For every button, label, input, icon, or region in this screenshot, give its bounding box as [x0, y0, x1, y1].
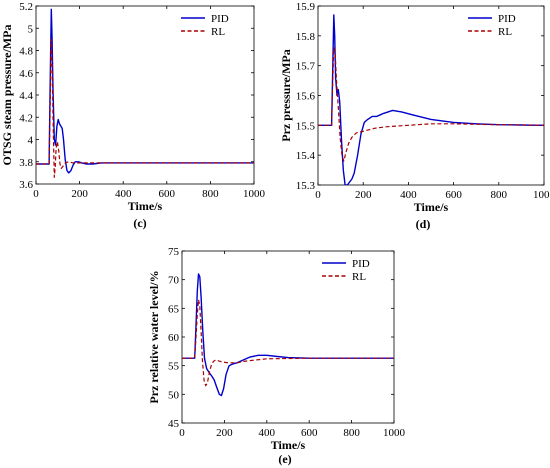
y-tick-label: 15.3: [296, 180, 316, 192]
series-line-pid: [182, 273, 394, 397]
x-tick-label: 0: [179, 427, 185, 439]
x-axis-label: Time/s: [414, 200, 449, 214]
y-tick-label: 3.8: [19, 157, 33, 169]
legend-label-pid: PID: [498, 13, 516, 25]
y-axis-label: Prz relative water level/%: [147, 270, 161, 403]
x-axis-label: Time/s: [271, 438, 306, 452]
y-tick-label: 70: [168, 275, 180, 287]
x-tick-label: 600: [301, 427, 318, 439]
y-tick-label: 45: [168, 418, 180, 430]
y-tick-label: 60: [168, 332, 180, 344]
y-axis-label: OTSG steam pressure/MPa: [0, 25, 14, 166]
x-tick-label: 600: [159, 188, 176, 200]
series-line-rl: [36, 38, 254, 178]
y-tick-label: 4.4: [19, 90, 33, 102]
x-tick-label: 200: [216, 427, 233, 439]
x-tick-label: 800: [343, 427, 360, 439]
y-tick-label: 75: [168, 246, 180, 258]
y-tick-label: 15.8: [296, 31, 316, 43]
series-line-rl: [182, 299, 394, 387]
series-line-rl: [318, 47, 544, 162]
x-tick-label: 800: [491, 189, 508, 201]
x-axis-label: Time/s: [128, 199, 163, 213]
y-tick-label: 50: [168, 389, 180, 401]
y-tick-label: 5: [28, 23, 34, 35]
x-tick-label: 0: [33, 188, 39, 200]
x-tick-label: 400: [115, 188, 132, 200]
y-tick-label: 15.5: [296, 120, 316, 132]
x-tick-label: 600: [445, 189, 462, 201]
y-axis-label: Prz pressure/MPa: [279, 49, 293, 142]
legend-label-rl: RL: [498, 26, 512, 38]
y-tick-label: 4: [28, 135, 34, 147]
x-tick-label: 1000: [243, 188, 266, 200]
y-tick-label: 65: [168, 303, 180, 315]
y-tick-label: 4.6: [19, 68, 33, 80]
legend-label-rl: RL: [352, 271, 366, 283]
panel-caption: (c): [133, 216, 146, 230]
chart-1: 0 200 400 600 800 1000 3.6 3.8 4 4.2 4.4 4.6 4.8 5 5.2…: [0, 1, 266, 230]
x-tick-label: 1000: [533, 189, 550, 201]
panel-caption: (e): [278, 452, 291, 466]
x-tick-label: 400: [259, 427, 276, 439]
x-tick-label: 200: [71, 188, 88, 200]
chart-2: 0 200 400 600 800 1000 15.3 15.4 15.5 15.6 15.7 15.…: [279, 1, 550, 231]
y-tick-label: 4.2: [19, 112, 33, 124]
y-tick-label: 55: [168, 361, 180, 373]
y-tick-label: 15.6: [296, 91, 316, 103]
x-tick-label: 0: [315, 189, 321, 201]
x-tick-label: 800: [202, 188, 219, 200]
y-tick-label: 15.9: [296, 1, 316, 13]
x-tick-label: 400: [400, 189, 417, 201]
y-tick-label: 15.7: [296, 61, 316, 73]
chart-3: 0 200 400 600 800 1000 45 50 55 60 65 70 75 Time/s Prz…: [147, 246, 406, 466]
legend-label-rl: RL: [211, 26, 225, 38]
y-tick-label: 3.6: [19, 179, 33, 191]
y-tick-label: 5.2: [19, 1, 33, 13]
y-tick-label: 4.8: [19, 46, 33, 58]
panel-caption: (d): [416, 217, 431, 231]
x-tick-label: 1000: [383, 427, 406, 439]
legend-label-pid: PID: [352, 258, 370, 270]
legend-label-pid: PID: [211, 13, 229, 25]
y-tick-label: 15.4: [296, 150, 316, 162]
x-tick-label: 200: [355, 189, 372, 201]
series-line-pid: [318, 14, 544, 185]
